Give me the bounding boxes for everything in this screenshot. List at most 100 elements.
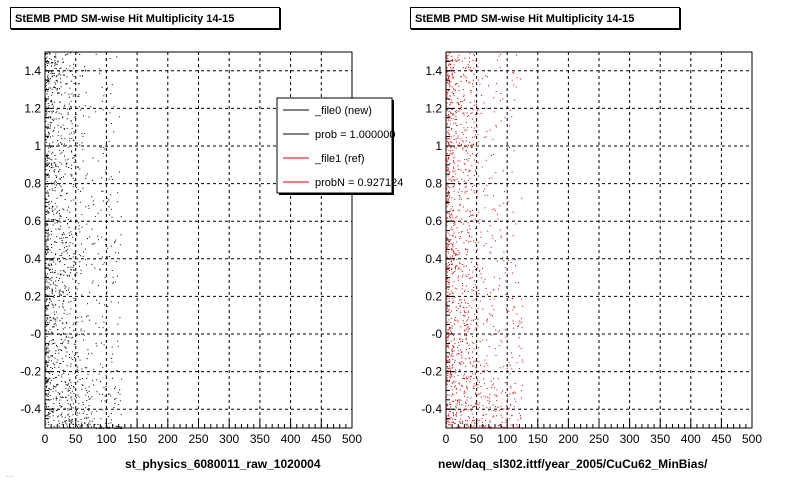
data-point xyxy=(60,74,62,76)
data-point xyxy=(50,360,52,362)
data-point xyxy=(50,100,52,102)
data-point xyxy=(512,298,514,300)
data-point xyxy=(66,54,68,56)
data-point xyxy=(67,108,68,110)
data-point xyxy=(66,193,67,195)
data-point xyxy=(457,342,459,344)
data-point xyxy=(474,427,476,429)
data-point xyxy=(504,329,506,331)
data-point xyxy=(45,306,47,308)
data-point xyxy=(466,285,467,287)
data-point xyxy=(83,115,84,117)
data-point xyxy=(480,385,482,387)
data-point xyxy=(49,373,50,375)
data-point xyxy=(506,71,508,73)
data-point xyxy=(466,240,468,242)
data-point xyxy=(452,242,454,244)
data-point xyxy=(450,68,452,70)
data-point xyxy=(447,375,449,376)
data-point xyxy=(104,239,106,241)
data-point xyxy=(453,346,455,347)
data-point xyxy=(453,251,455,253)
data-point xyxy=(95,53,97,55)
data-point xyxy=(55,253,57,255)
data-point xyxy=(64,347,66,349)
data-point xyxy=(465,274,467,276)
data-point xyxy=(516,313,518,315)
data-point xyxy=(451,179,453,181)
data-point xyxy=(461,302,462,304)
data-point xyxy=(111,270,113,271)
data-point xyxy=(479,381,480,383)
data-point xyxy=(446,57,448,59)
y-tick-label: 0.4 xyxy=(24,252,41,266)
data-point xyxy=(109,393,111,395)
data-point xyxy=(479,425,481,427)
data-point xyxy=(463,100,465,102)
data-point xyxy=(463,393,465,394)
data-point xyxy=(45,393,46,395)
data-point xyxy=(106,427,108,429)
data-point xyxy=(58,228,60,230)
data-point xyxy=(449,301,451,302)
data-point xyxy=(452,418,454,420)
x-tick-label: 250 xyxy=(188,432,208,446)
data-point xyxy=(479,402,481,404)
data-point xyxy=(58,349,59,351)
data-point xyxy=(461,288,463,290)
data-point xyxy=(72,139,74,141)
data-point xyxy=(63,274,65,276)
data-point xyxy=(461,218,463,220)
data-point xyxy=(447,346,449,348)
data-point xyxy=(110,371,112,373)
data-point xyxy=(70,308,72,310)
data-point xyxy=(62,58,64,60)
data-point xyxy=(448,133,450,135)
data-point xyxy=(447,404,448,406)
data-point xyxy=(477,175,479,177)
data-point xyxy=(470,425,472,426)
data-point xyxy=(480,273,482,275)
data-point xyxy=(463,307,465,309)
data-point xyxy=(449,234,451,236)
data-point xyxy=(453,224,455,226)
data-point xyxy=(446,281,448,283)
data-point xyxy=(47,176,49,178)
data-point xyxy=(467,66,469,68)
data-point xyxy=(455,147,457,149)
data-point xyxy=(59,184,61,186)
data-point xyxy=(483,365,485,367)
data-point xyxy=(467,63,469,65)
data-point xyxy=(446,247,447,249)
data-point xyxy=(474,372,476,374)
data-point xyxy=(451,249,453,251)
data-point xyxy=(66,209,68,211)
data-point xyxy=(55,287,57,289)
data-point xyxy=(55,87,56,89)
data-point xyxy=(45,79,47,80)
data-point xyxy=(73,424,75,426)
data-point xyxy=(86,377,88,379)
data-point xyxy=(463,127,465,129)
data-point xyxy=(47,137,49,139)
data-point xyxy=(93,368,95,370)
data-point xyxy=(49,319,51,321)
data-point xyxy=(72,269,74,271)
data-point xyxy=(446,372,448,374)
data-point xyxy=(447,158,449,160)
data-point xyxy=(450,118,452,120)
data-point xyxy=(56,361,58,363)
y-tick-label: 1 xyxy=(34,139,41,153)
data-point xyxy=(451,386,453,387)
data-point xyxy=(59,396,61,398)
data-point xyxy=(446,74,448,76)
data-point xyxy=(490,155,492,156)
data-point xyxy=(45,344,47,346)
data-point xyxy=(476,121,477,122)
data-point xyxy=(51,104,53,106)
data-point xyxy=(477,109,479,111)
data-point xyxy=(48,162,50,164)
data-point xyxy=(49,58,51,60)
data-point xyxy=(485,419,486,421)
data-point xyxy=(52,190,54,191)
